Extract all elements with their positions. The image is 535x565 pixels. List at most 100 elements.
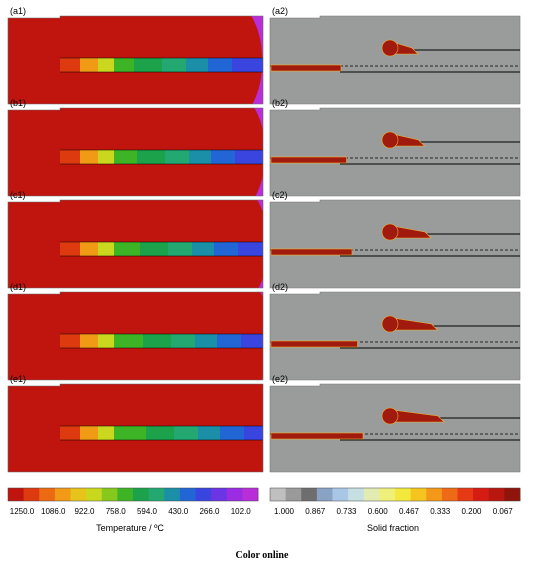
melt-strip xyxy=(270,64,342,72)
melt-strip xyxy=(270,432,364,440)
jet-band xyxy=(244,426,263,440)
panel-label: (b1) xyxy=(10,98,26,108)
solid-fraction-colorbar-swatch xyxy=(363,488,380,501)
jet-band xyxy=(241,334,263,348)
solid-fraction-colorbar-swatch xyxy=(285,488,302,501)
solid-fraction-colorbar: 1.000 0.867 0.733 0.600 0.467 0.333 0.200 0.067 xyxy=(269,487,521,516)
solid-fraction-colorbar-tick-label: 0.867 xyxy=(305,507,326,516)
temperature-colorbar-swatch xyxy=(23,488,40,501)
jet-band xyxy=(192,242,214,256)
panel-background xyxy=(269,107,521,197)
jet-band xyxy=(114,426,146,440)
jet-band xyxy=(114,58,134,72)
temperature-colorbar-tick-label: 1086.0 xyxy=(41,507,66,516)
temperature-colorbar-tick-label: 430.0 xyxy=(168,507,189,516)
jet-band xyxy=(214,242,238,256)
jet-band xyxy=(98,242,114,256)
temperature-colorbar-swatch xyxy=(195,488,212,501)
solid-fraction-colorbar-tick-label: 1.000 xyxy=(274,507,295,516)
temperature-colorbar-swatch xyxy=(117,488,134,501)
jet-band xyxy=(198,426,220,440)
solid-fraction-colorbar-swatch xyxy=(379,488,396,501)
solid-fraction-colorbar-swatch xyxy=(348,488,365,501)
solid-fraction-colorbar-swatch xyxy=(426,488,443,501)
jet-band xyxy=(217,334,241,348)
melt-droplet xyxy=(381,223,399,241)
panel-label: (b2) xyxy=(272,98,288,108)
temperature-colorbar-swatch xyxy=(242,488,259,501)
jet-band xyxy=(98,150,114,164)
melt-droplet xyxy=(381,407,399,425)
temperature-colorbar-swatch xyxy=(101,488,118,501)
panel-label: (d1) xyxy=(10,282,26,292)
temperature-panels: (a1) (b1) (c1) (d1) (e1) xyxy=(7,6,264,473)
solid-fraction-panel: (c2) xyxy=(269,190,521,289)
jet-band xyxy=(114,242,140,256)
jet-band xyxy=(80,58,98,72)
temperature-field xyxy=(8,384,263,472)
temperature-panel: (e1) xyxy=(7,374,264,473)
panel-label: (c2) xyxy=(272,190,288,200)
jet-band xyxy=(98,426,114,440)
temperature-colorbar-tick-label: 1250.0 xyxy=(10,507,35,516)
panel-label: (c1) xyxy=(10,190,26,200)
melt-strip xyxy=(270,156,347,164)
temperature-colorbar-swatch xyxy=(164,488,181,501)
hot-block xyxy=(8,384,60,472)
temperature-colorbar: 1250.0 1086.0 922.0 758.0 594.0 430.0 266.0 102… xyxy=(7,487,259,516)
melt-droplet xyxy=(381,315,399,333)
temperature-colorbar-swatch xyxy=(70,488,87,501)
jet-band xyxy=(168,242,192,256)
solid-fraction-colorbar-swatch xyxy=(441,488,458,501)
panel-label: (a2) xyxy=(272,6,288,16)
solid-fraction-panel: (b2) xyxy=(269,98,521,197)
solid-fraction-colorbar-swatch xyxy=(410,488,427,501)
temperature-colorbar-swatch xyxy=(133,488,150,501)
temperature-colorbar-swatch xyxy=(211,488,228,501)
panel-background xyxy=(269,199,521,289)
jet-band xyxy=(114,334,143,348)
panel-border xyxy=(7,199,264,289)
jet-band xyxy=(165,150,189,164)
jet-band xyxy=(189,150,211,164)
panel-label: (e2) xyxy=(272,374,288,384)
jet-band xyxy=(98,58,114,72)
jet-band xyxy=(98,334,114,348)
panel-border xyxy=(7,107,264,197)
solid-fraction-colorbar-swatch xyxy=(457,488,474,501)
solid-fraction-colorbar-swatch xyxy=(332,488,349,501)
jet-band xyxy=(60,150,80,164)
jet-band xyxy=(60,426,80,440)
panel-border xyxy=(7,15,264,105)
figure-caption: Color online xyxy=(236,550,289,561)
jet-band xyxy=(137,150,165,164)
solid-fraction-colorbar-swatch xyxy=(301,488,318,501)
solid-fraction-panel: (a2) xyxy=(269,6,521,105)
temperature-colorbar-swatch xyxy=(148,488,165,501)
solid-fraction-colorbar-swatch xyxy=(316,488,333,501)
melt-strip xyxy=(270,248,353,256)
solid-fraction-colorbar-swatch xyxy=(504,488,521,501)
hot-block xyxy=(8,16,60,104)
temperature-colorbar-swatch xyxy=(54,488,71,501)
melt-strip xyxy=(270,340,358,348)
jet-band xyxy=(80,242,98,256)
jet-band xyxy=(60,334,80,348)
temperature-colorbar-tick-label: 758.0 xyxy=(106,507,127,516)
temperature-panel: (b1) xyxy=(7,98,264,197)
temperature-colorbar-tick-label: 102.0 xyxy=(231,507,252,516)
panel-label: (a1) xyxy=(10,6,26,16)
jet-band xyxy=(80,426,98,440)
jet-band xyxy=(220,426,244,440)
hot-block xyxy=(8,108,60,196)
jet-band xyxy=(60,58,80,72)
temperature-colorbar-tick-label: 266.0 xyxy=(199,507,220,516)
panel-border xyxy=(7,383,264,473)
solid-fraction-colorbar-swatch xyxy=(473,488,490,501)
temperature-colorbar-swatch xyxy=(8,488,25,501)
jet-band xyxy=(140,242,168,256)
temperature-field xyxy=(8,292,263,380)
hot-block xyxy=(8,200,60,288)
temperature-panel: (d1) xyxy=(7,282,264,381)
